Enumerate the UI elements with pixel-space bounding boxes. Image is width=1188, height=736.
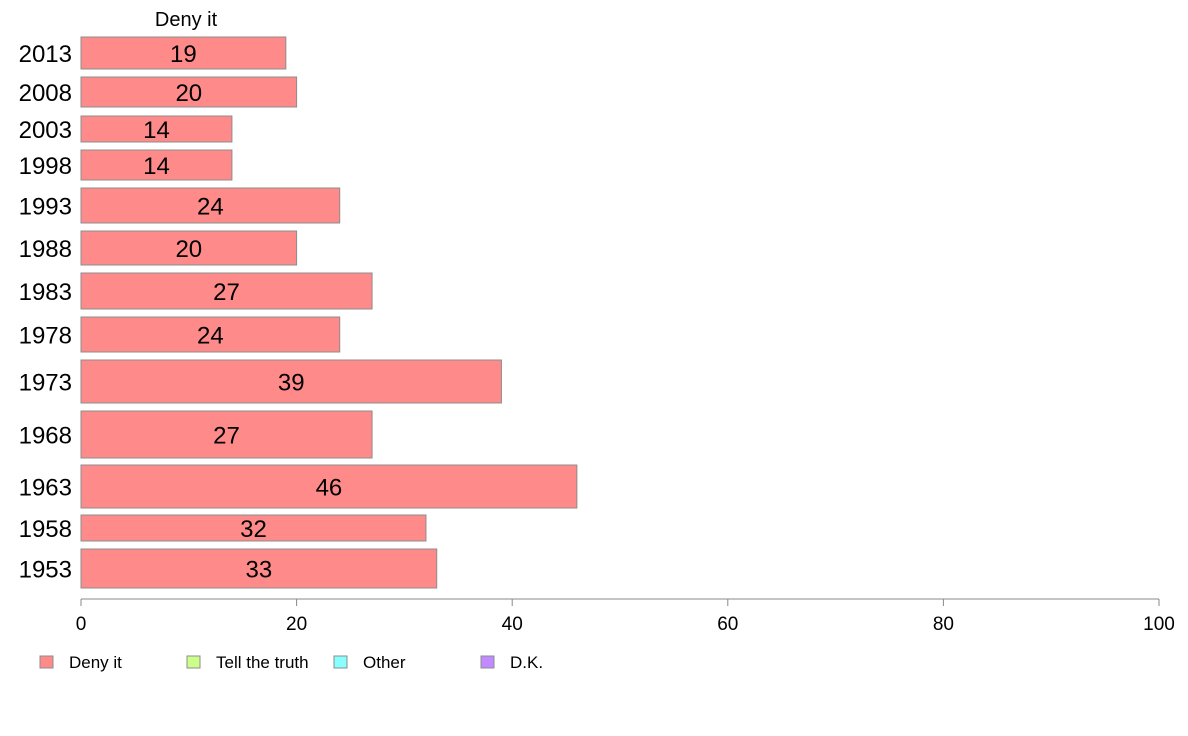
- legend-label: Other: [363, 653, 406, 672]
- category-label: 1993: [19, 194, 72, 221]
- bar: [80, 316, 341, 353]
- bar-value-label: 14: [143, 117, 170, 144]
- bar: [80, 272, 373, 310]
- bar: [80, 187, 341, 224]
- category-label: 1963: [19, 475, 72, 502]
- bar: [80, 36, 287, 70]
- bar-value-label: 27: [213, 423, 240, 450]
- bar-value-label: 20: [175, 236, 202, 263]
- bar: [80, 115, 233, 143]
- category-label: 1953: [19, 557, 72, 584]
- x-axis: 0 20 40 60 80 100: [76, 598, 1175, 635]
- legend-swatch: [39, 655, 54, 669]
- bar-value-label: 14: [143, 153, 170, 180]
- bar-value-label: 46: [316, 475, 343, 502]
- legend-swatch: [480, 655, 495, 669]
- legend-label: Deny it: [69, 653, 122, 672]
- bar: [80, 149, 233, 181]
- bar-value-label: 27: [213, 279, 240, 306]
- bar: [80, 410, 373, 459]
- bar: [80, 76, 298, 108]
- bar-value-label: 19: [170, 41, 197, 68]
- category-label: 1958: [19, 516, 72, 543]
- bar: [80, 230, 298, 266]
- category-label: 1978: [19, 323, 72, 350]
- column-header: Deny it: [155, 9, 218, 31]
- x-tick-label: 20: [286, 614, 307, 635]
- category-label: 1983: [19, 279, 72, 306]
- category-labels: 2013 2008 2003 1998 1993 1988 1983 1978 1973 1968…: [19, 41, 72, 584]
- category-label: 1968: [19, 423, 72, 450]
- bar-value-label: 39: [278, 370, 305, 397]
- bar: [80, 514, 427, 542]
- x-tick-label: 40: [502, 614, 523, 635]
- bar-value-label: 24: [197, 194, 224, 221]
- x-tick-label: 80: [933, 614, 954, 635]
- x-tick-label: 60: [717, 614, 738, 635]
- legend-swatch: [186, 655, 201, 669]
- bar: [80, 359, 502, 404]
- bar-value-label: 32: [240, 516, 267, 543]
- x-tick-label: 100: [1143, 614, 1175, 635]
- x-tick-label: 0: [76, 614, 87, 635]
- legend-label: D.K.: [510, 653, 543, 672]
- category-label: 1988: [19, 236, 72, 263]
- bar-value-label: 20: [175, 80, 202, 107]
- bar-value-label: 33: [246, 557, 273, 584]
- category-label: 1973: [19, 370, 72, 397]
- category-label: 1998: [19, 153, 72, 180]
- legend-label: Tell the truth: [216, 653, 309, 672]
- category-label: 2013: [19, 41, 72, 68]
- category-label: 2008: [19, 80, 72, 107]
- bar-value-label: 24: [197, 323, 224, 350]
- legend: Deny it Tell the truth Other D.K.: [39, 653, 543, 672]
- bar: [80, 548, 438, 589]
- bars: [80, 36, 578, 589]
- category-label: 2003: [19, 117, 72, 144]
- legend-swatch: [333, 655, 348, 669]
- bar: [80, 464, 578, 509]
